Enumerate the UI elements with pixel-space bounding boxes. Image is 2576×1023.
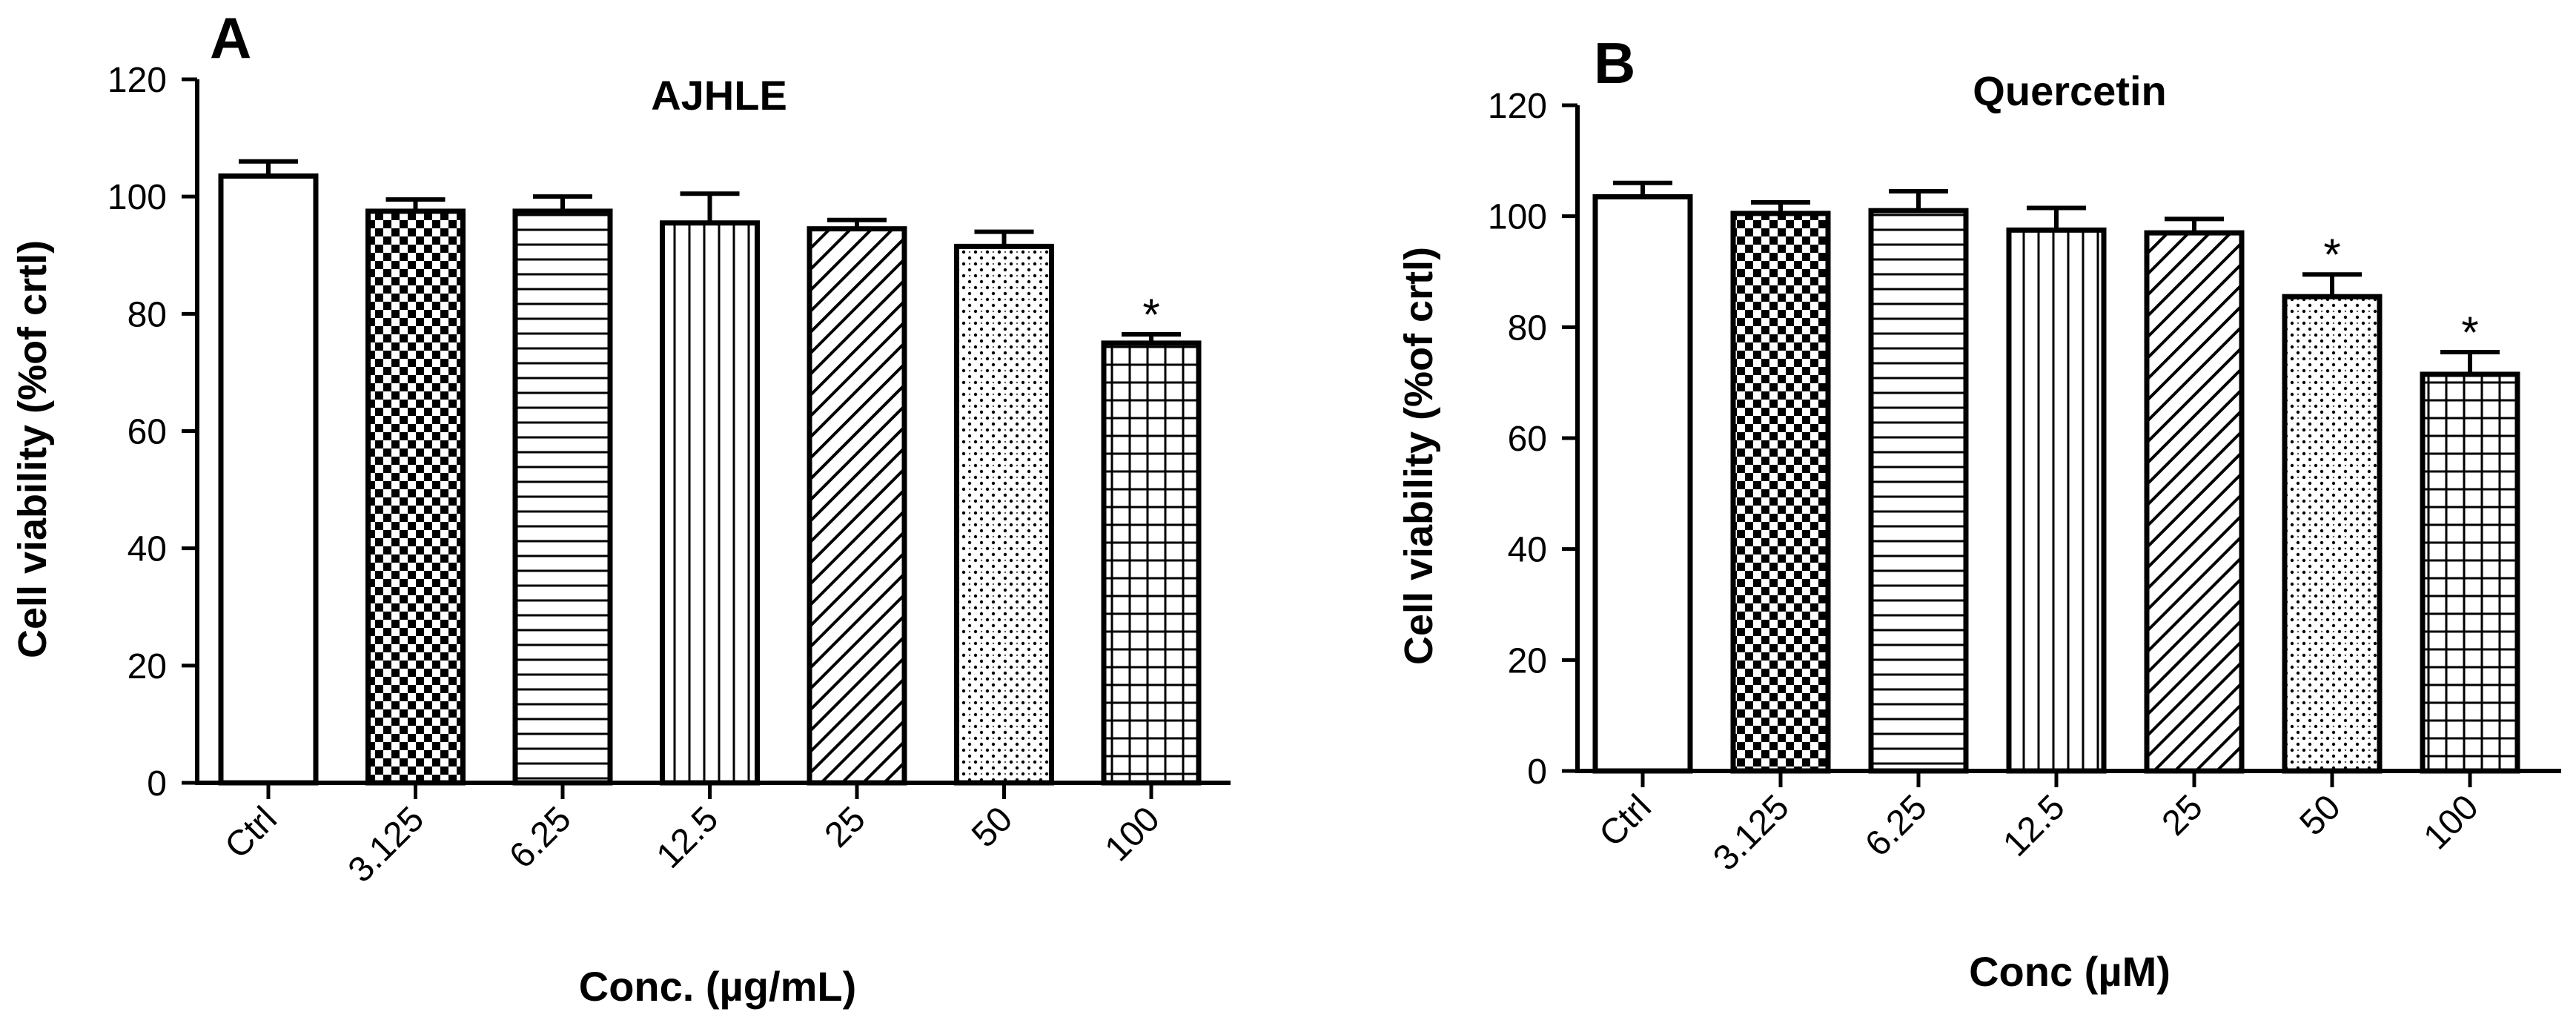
y-tick-label: 40 [128,530,167,569]
y-tick-label: 120 [107,61,167,100]
bar [1592,193,1693,774]
y-tick-label: 60 [1508,420,1547,459]
x-axis-label: Conc. (µg/mL) [579,963,856,1010]
panel-a: A AJHLE Cell viability (%of crtl) Conc. … [10,5,1231,1010]
y-tick-label: 80 [1508,308,1547,348]
significance-marker: * [2323,230,2340,279]
x-tick-label: 6.25 [1858,787,1935,864]
y-tick-label: 40 [1508,531,1547,570]
significance-marker: * [2461,308,2478,357]
y-axis-label: Cell viability (%of crtl) [1397,247,1441,665]
bar [1101,340,1202,786]
panel-label: B [1594,30,1635,96]
y-tick-label: 0 [1527,752,1547,792]
y-axis-label: Cell viability (%of crtl) [10,240,55,658]
x-tick-label: 25 [2155,787,2211,843]
panel-b: B Quercetin Cell viability (%of crtl) Co… [1397,30,2561,995]
chart-title: Quercetin [1973,67,2166,114]
bar [2420,371,2520,774]
x-tick-label: Ctrl [218,799,285,866]
x-tick-label: 100 [1098,799,1168,869]
bar [2144,230,2245,774]
x-tick-label: 100 [2417,787,2486,857]
bar [1730,211,1831,774]
x-tick-label: 50 [2293,787,2348,843]
x-tick-label: 12.5 [649,799,726,876]
x-tick-label: 6.25 [502,799,579,876]
x-tick-label: 50 [964,799,1020,855]
y-tick-label: 60 [128,413,167,452]
x-tick-label: 25 [818,799,873,855]
bar [807,226,907,786]
bar [1868,208,1969,774]
bar [2006,227,2107,774]
y-tick-label: 20 [1508,641,1547,681]
y-tick-label: 100 [107,178,167,217]
bar [954,243,1054,786]
y-tick-label: 80 [128,295,167,334]
y-tick-label: 0 [147,764,167,804]
bar [365,208,466,786]
y-tick-label: 100 [1488,198,1547,237]
x-tick-label: Ctrl [1592,787,1659,854]
bar [660,220,760,786]
panel-label: A [210,5,251,70]
bar [218,173,319,786]
y-tick-label: 20 [128,647,167,686]
x-tick-label: 12.5 [1996,787,2073,864]
x-axis-label: Conc (µM) [1969,948,2171,995]
chart-title: AJHLE [651,72,787,119]
bar [2282,294,2383,774]
significance-marker: * [1142,290,1159,340]
x-tick-label: 3.125 [1706,787,1796,878]
x-tick-label: 3.125 [341,799,431,890]
y-tick-label: 120 [1488,87,1547,126]
bar [512,208,613,786]
